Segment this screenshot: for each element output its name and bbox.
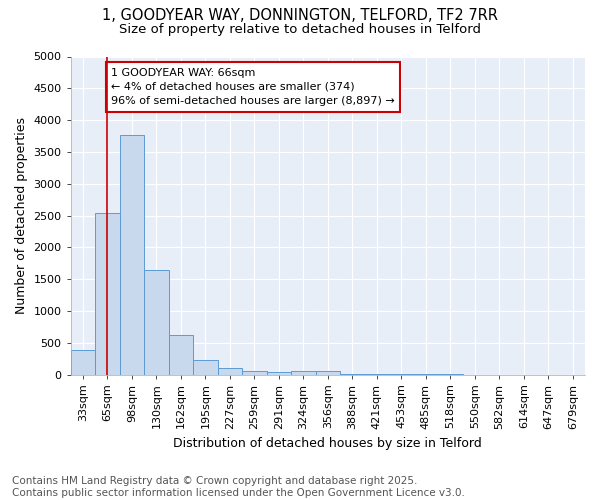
Bar [291, 371, 316, 374]
Bar [242, 371, 266, 374]
Bar [95, 213, 119, 374]
X-axis label: Distribution of detached houses by size in Telford: Distribution of detached houses by size … [173, 437, 482, 450]
Bar [218, 368, 242, 374]
Bar [144, 270, 169, 374]
Text: 1 GOODYEAR WAY: 66sqm
← 4% of detached houses are smaller (374)
96% of semi-deta: 1 GOODYEAR WAY: 66sqm ← 4% of detached h… [111, 68, 395, 106]
Bar [316, 372, 340, 374]
Text: 1, GOODYEAR WAY, DONNINGTON, TELFORD, TF2 7RR: 1, GOODYEAR WAY, DONNINGTON, TELFORD, TF… [102, 8, 498, 22]
Text: Contains HM Land Registry data © Crown copyright and database right 2025.
Contai: Contains HM Land Registry data © Crown c… [12, 476, 465, 498]
Bar [266, 372, 291, 374]
Text: Size of property relative to detached houses in Telford: Size of property relative to detached ho… [119, 22, 481, 36]
Bar [71, 350, 95, 374]
Y-axis label: Number of detached properties: Number of detached properties [15, 117, 28, 314]
Bar [193, 360, 218, 374]
Bar [119, 136, 144, 374]
Bar [169, 335, 193, 374]
